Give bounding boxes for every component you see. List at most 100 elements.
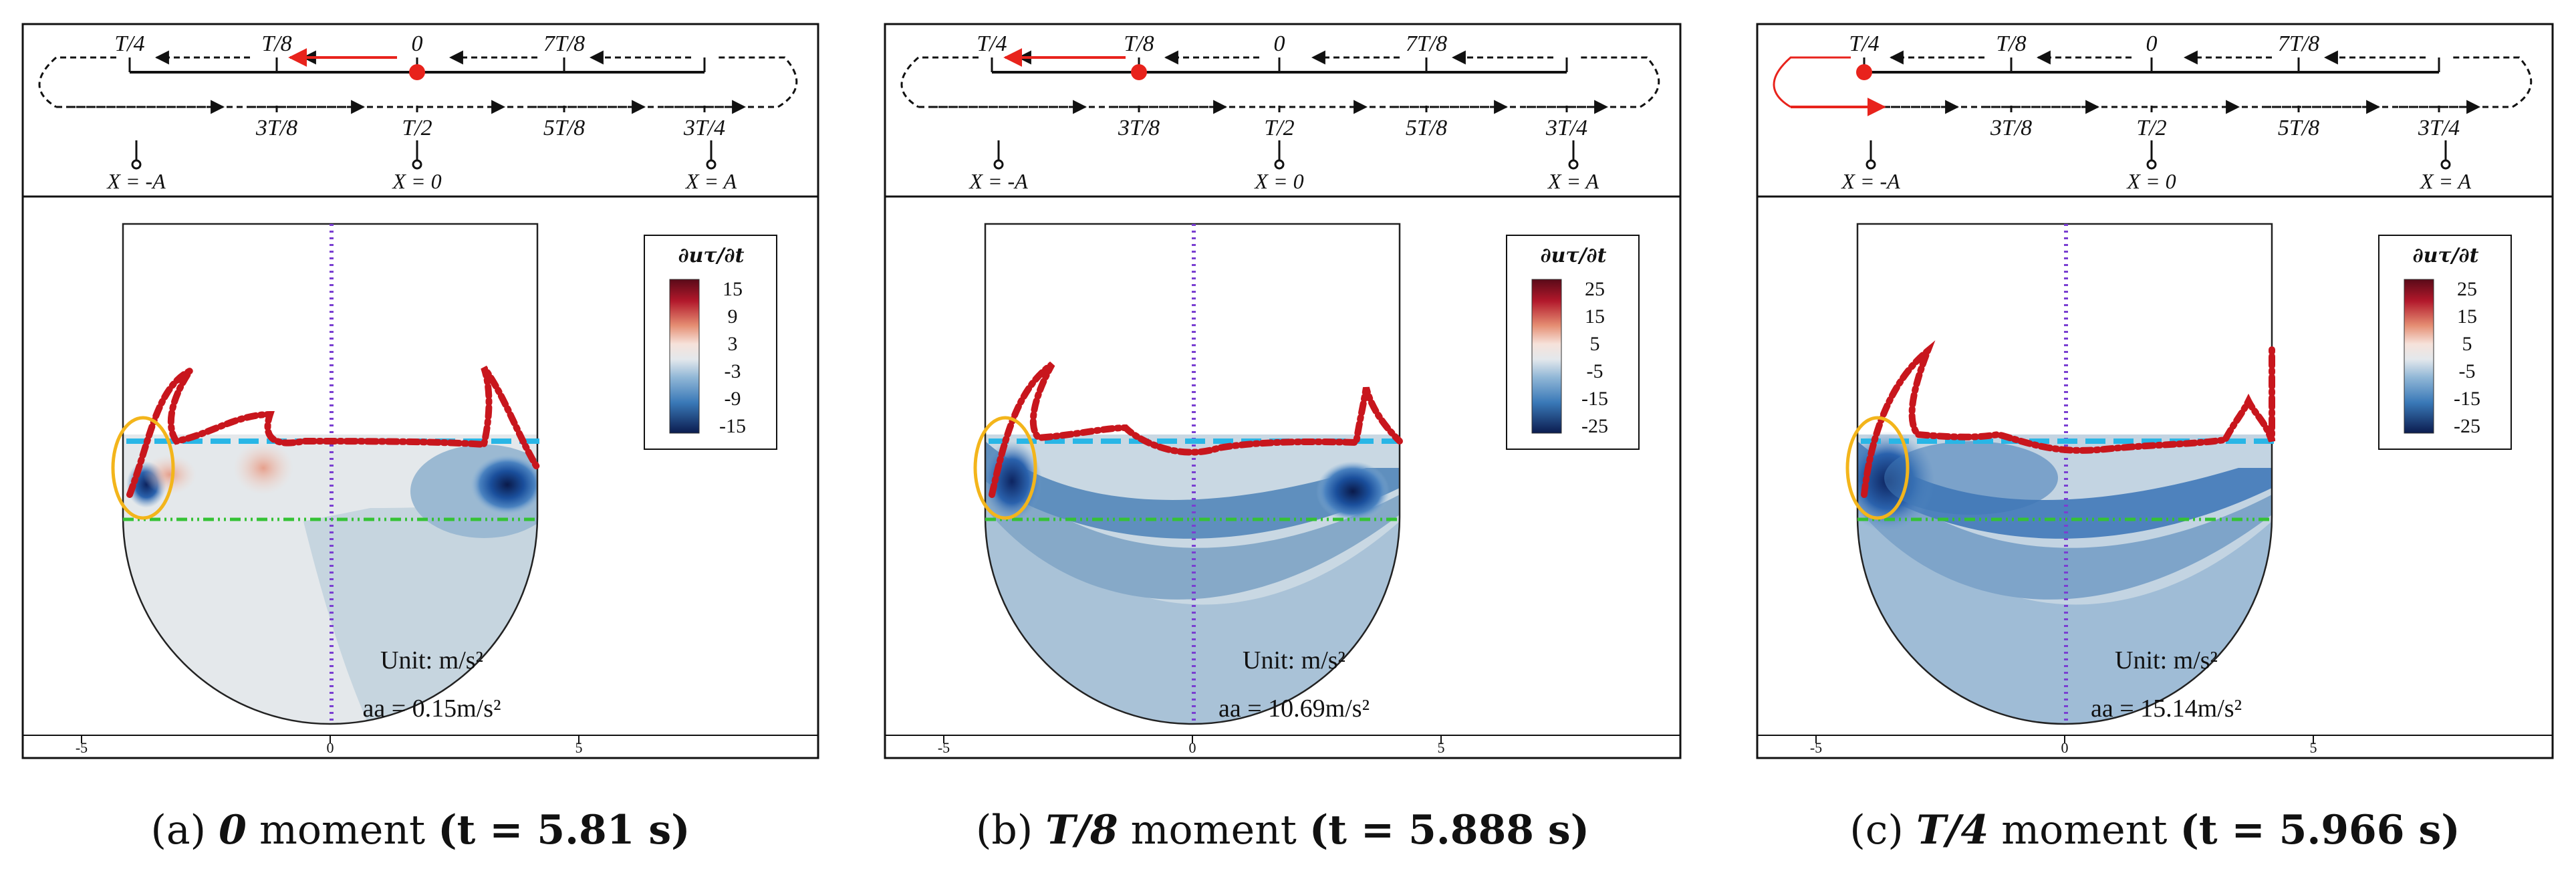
cycle-label-top: 7T/8 [2278,31,2319,56]
colorbar-tick: -15 [2454,388,2480,410]
axis-tick-label: 0 [327,739,334,756]
colorbar-scale [669,279,700,434]
axis-tick-label: -5 [76,739,88,756]
position-label: X = -A [968,169,1028,193]
colorbar-tick: 15 [1585,305,1605,328]
colorbar-scale [1531,279,1562,434]
caption-part: moment [247,807,438,854]
colorbar-frame [1506,235,1640,450]
colorbar: ∂uτ/∂t 15 9 3 -3 -9 -15 [644,235,777,450]
colorbar-frame [644,235,777,450]
cycle-label-bottom: 5T/8 [1406,116,1447,140]
colorbar-tick: -25 [2454,415,2480,437]
colorbar-tick: -5 [1587,360,1603,382]
cycle-label-bottom: 3T/4 [1545,116,1587,140]
caption-part: (t = 5.966 s) [2180,807,2460,854]
cycle-label-top: T/8 [1124,31,1154,56]
colorbar-tick: 15 [2457,305,2477,328]
colorbar-tick: -3 [725,360,741,382]
caption-part: T/8 [1045,807,1118,854]
field-band [1857,468,2272,724]
panel-c: T/4 T/8 0 7T/8 3T/8 T/2 5T/8 3T/4 X = -A X = 0 X =… [1756,23,2554,854]
caption-part: (t = 5.81 s) [438,807,690,854]
field-band [985,468,1400,724]
cycle-diagram: T/4 T/8 0 7T/8 3T/8 T/2 5T/8 3T/4 X = -A X = 0 X =… [884,23,1682,198]
caption-part: (t = 5.888 s) [1309,807,1589,854]
position-label: X = -A [1840,169,1900,193]
colorbar-tick: -5 [2459,360,2476,382]
colorbar-title: ∂uτ/∂t [1541,244,1607,267]
cycle-label-bottom: T/2 [402,116,432,140]
caption: (c) T/4 moment (t = 5.966 s) [1849,807,2460,854]
colorbar-title: ∂uτ/∂t [2413,244,2479,267]
cycle-label-top: 0 [412,31,423,56]
active-position-dot [1131,64,1147,80]
position-label: X = A [2419,169,2472,193]
axis-tick-label: 0 [2061,739,2069,756]
cycle-label-top: 0 [2146,31,2158,56]
colorbar-tick: -25 [1581,415,1608,437]
free-surface [1861,340,2275,498]
free-surface [126,362,541,498]
position-label: X = A [1547,169,1599,193]
vortex-right [1316,461,1390,521]
panel-a: T/4 T/8 0 7T/8 3T/8 T/2 5T/8 3T/4 X = -A X = 0 X =… [21,23,819,854]
caption-part: T/4 [1916,807,1988,854]
cycle-label-top: T/8 [1996,31,2026,56]
cycle-diagram: T/4 T/8 0 7T/8 3T/8 T/2 5T/8 3T/4 X = -A X = 0 X =… [1756,23,2554,198]
field-band [985,455,1400,600]
highlight-ellipse [111,416,175,520]
unit-label: Unit: m/s² [2115,646,2218,674]
axis-tick-label: 0 [1189,739,1196,756]
panel-caption: (c) T/4 moment (t = 5.966 s) [1849,807,2460,854]
left-loop [38,56,116,108]
position-pin [2146,159,2157,170]
acceleration-label: aa = 15.14m/s² [2091,695,2242,723]
cycle-diagram: T/4 T/8 0 7T/8 3T/8 T/2 5T/8 3T/4 X = -A X = 0 X =… [21,23,819,198]
position-pin [706,159,717,170]
position-pin [2440,159,2451,170]
caption-part: (c) [1849,807,1916,854]
cycle-label-bottom: 3T/4 [2418,116,2460,140]
colorbar: ∂uτ/∂t 25 15 5 -5 -15 -25 [2378,235,2512,450]
axis-tick-label: -5 [1810,739,1822,756]
colorbar-tick: -15 [719,415,746,437]
colorbar-tick: 25 [1585,278,1605,300]
left-loop [900,56,979,108]
acceleration-label: aa = 10.69m/s² [1218,695,1370,723]
field-band [1884,441,2058,515]
colorbar-tick: 25 [2457,278,2477,300]
active-position-dot [1856,64,1872,80]
colorbar-tick: -15 [1581,388,1608,410]
colorbar-tick: 9 [728,305,738,328]
cycle-label-top: 7T/8 [543,31,585,56]
axis-tick-label: 5 [1438,739,1445,756]
colorbar-title: ∂uτ/∂t [678,244,745,267]
caption-part: (b) [976,807,1045,854]
colorbar-tick: -9 [725,388,741,410]
cycle-label-bottom: T/2 [2136,116,2166,140]
cycle-label-top: T/4 [114,31,144,56]
colorbar: ∂uτ/∂t 25 15 5 -5 -15 -25 [1506,235,1640,450]
positive-region [233,441,293,495]
tank-outline [122,223,539,725]
cycle-label-bottom: 3T/8 [255,116,297,140]
acceleration-label: aa = 0.15m/s² [363,695,501,723]
cycle-label-top: T/4 [977,31,1007,56]
highlight-ellipse [1845,416,1910,520]
field-band [1857,455,2272,600]
position-label: X = 0 [2126,169,2176,193]
colorbar-tick: 5 [2462,333,2472,355]
cycle-label-bottom: 5T/8 [2278,116,2319,140]
unit-label: Unit: m/s² [1243,646,1345,674]
position-pin [1274,159,1285,170]
position-pin [993,159,1004,170]
position-label: X = 0 [391,169,441,193]
colorbar-scale [2404,279,2434,434]
active-position-dot [409,64,425,80]
right-loop [718,56,798,108]
colorbar-tick: 15 [723,278,743,300]
position-label: X = A [684,169,737,193]
